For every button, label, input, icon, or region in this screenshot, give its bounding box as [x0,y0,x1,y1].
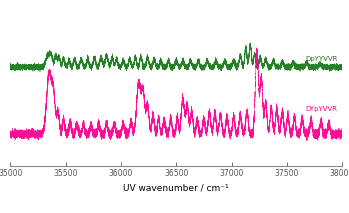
Text: DYpYVVR: DYpYVVR [306,106,337,112]
X-axis label: UV wavenumber / cm⁻¹: UV wavenumber / cm⁻¹ [124,183,229,193]
Text: DpYYVVR: DpYYVVR [305,56,337,62]
